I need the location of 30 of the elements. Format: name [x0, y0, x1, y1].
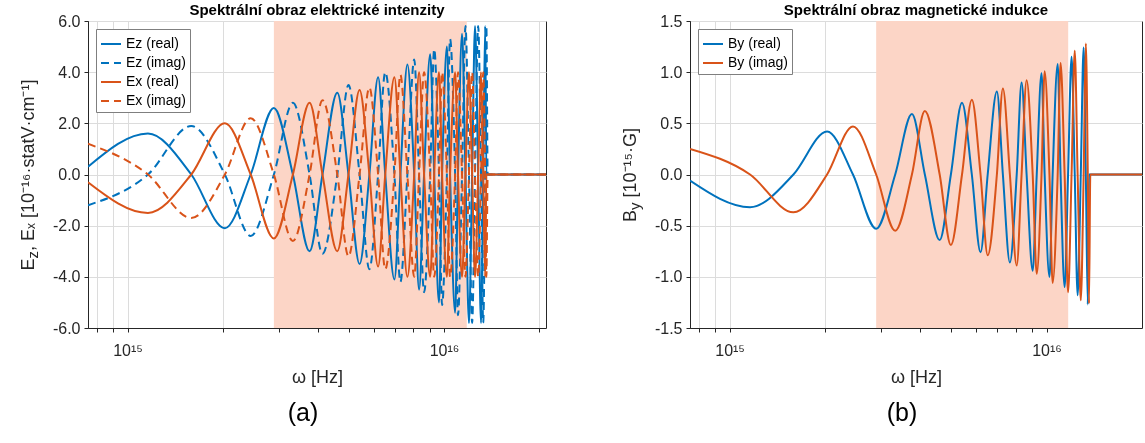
y-tick-label: -1.0 [654, 268, 683, 286]
x-axis-title: ω [Hz] [890, 366, 943, 387]
legend-label: Ex (real) [126, 73, 179, 89]
y-tick-label: 4.0 [58, 63, 81, 81]
y-tick-label: -4.0 [52, 268, 81, 286]
x-tick-label: 10¹⁵ [715, 341, 745, 359]
y-tick-label: -6.0 [52, 319, 81, 337]
y-tick-label: -0.5 [654, 217, 683, 235]
y-tick-label: 0.0 [660, 166, 683, 183]
y-tick-label: 1.5 [660, 12, 683, 30]
legend-label: By (imag) [728, 54, 788, 70]
legend-label: Ex (imag) [126, 92, 186, 108]
legend-label: Ez (imag) [126, 54, 186, 70]
legend-label: Ez (real) [126, 35, 179, 51]
chart-title: Spektrální obraz elektrické intenzity [189, 1, 445, 18]
y-tick-label: 0.0 [58, 166, 81, 183]
y-tick-label: -1.5 [654, 319, 683, 337]
y-tick-label: 1.0 [660, 63, 683, 81]
x-axis-title: ω [Hz] [291, 366, 344, 387]
x-tick-label: 10¹⁶ [429, 341, 460, 359]
y-tick-label: 2.0 [58, 114, 81, 132]
text: (b) [886, 398, 918, 427]
y-tick-label: 0.5 [660, 114, 683, 132]
y-tick-label: 6.0 [58, 12, 81, 30]
y-tick-label: -2.0 [52, 217, 81, 235]
x-tick-label: 10¹⁵ [113, 341, 143, 359]
text: (a) [287, 398, 319, 427]
chart-title: Spektrální obraz magnetické indukce [783, 1, 1049, 18]
legend-label: By (real) [728, 35, 781, 51]
x-tick-label: 10¹⁶ [1032, 341, 1062, 359]
